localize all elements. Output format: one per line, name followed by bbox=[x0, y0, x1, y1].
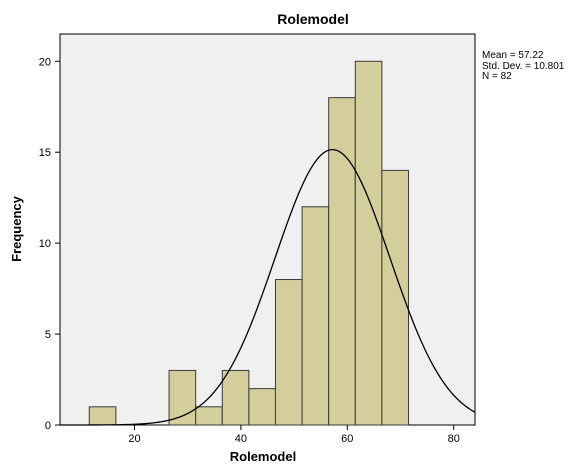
x-tick-label: 40 bbox=[235, 433, 247, 445]
y-tick-label: 20 bbox=[39, 56, 51, 68]
histogram-bar-6 bbox=[274, 279, 303, 426]
x-axis-label: Rolemodel bbox=[230, 449, 296, 464]
histogram-bar-3 bbox=[195, 406, 223, 426]
histogram-bar-8 bbox=[328, 97, 356, 426]
x-tick-label: 80 bbox=[448, 433, 460, 445]
y-tick-label: 10 bbox=[39, 238, 51, 250]
plot-area bbox=[59, 33, 476, 426]
histogram-bar-5 bbox=[248, 388, 276, 426]
histogram-bar-9 bbox=[354, 60, 383, 426]
y-axis-label: Frequency bbox=[9, 195, 24, 262]
stats-box: Mean = 57.22 Std. Dev. = 10.801 N = 82 bbox=[482, 50, 565, 83]
stats-mean: Mean = 57.22 bbox=[482, 50, 544, 61]
histogram-bar-2 bbox=[168, 369, 197, 426]
y-tick-label: 5 bbox=[45, 329, 51, 341]
axes-layer: 0 5 10 15 20 20 40 60 80 bbox=[39, 56, 460, 445]
histogram-bar-7 bbox=[301, 206, 330, 426]
chart-title: Rolemodel bbox=[277, 11, 349, 27]
x-tick-label: 20 bbox=[128, 433, 140, 445]
histogram-bar-4 bbox=[221, 369, 250, 426]
y-tick-label: 0 bbox=[45, 420, 51, 432]
stats-std-dev: Std. Dev. = 10.801 bbox=[482, 60, 565, 72]
histogram-bar-1 bbox=[88, 406, 117, 426]
y-tick-label: 15 bbox=[39, 147, 51, 159]
x-tick-label: 60 bbox=[341, 433, 353, 445]
normal-curve bbox=[60, 148, 476, 426]
stats-n: N = 82 bbox=[482, 71, 512, 82]
